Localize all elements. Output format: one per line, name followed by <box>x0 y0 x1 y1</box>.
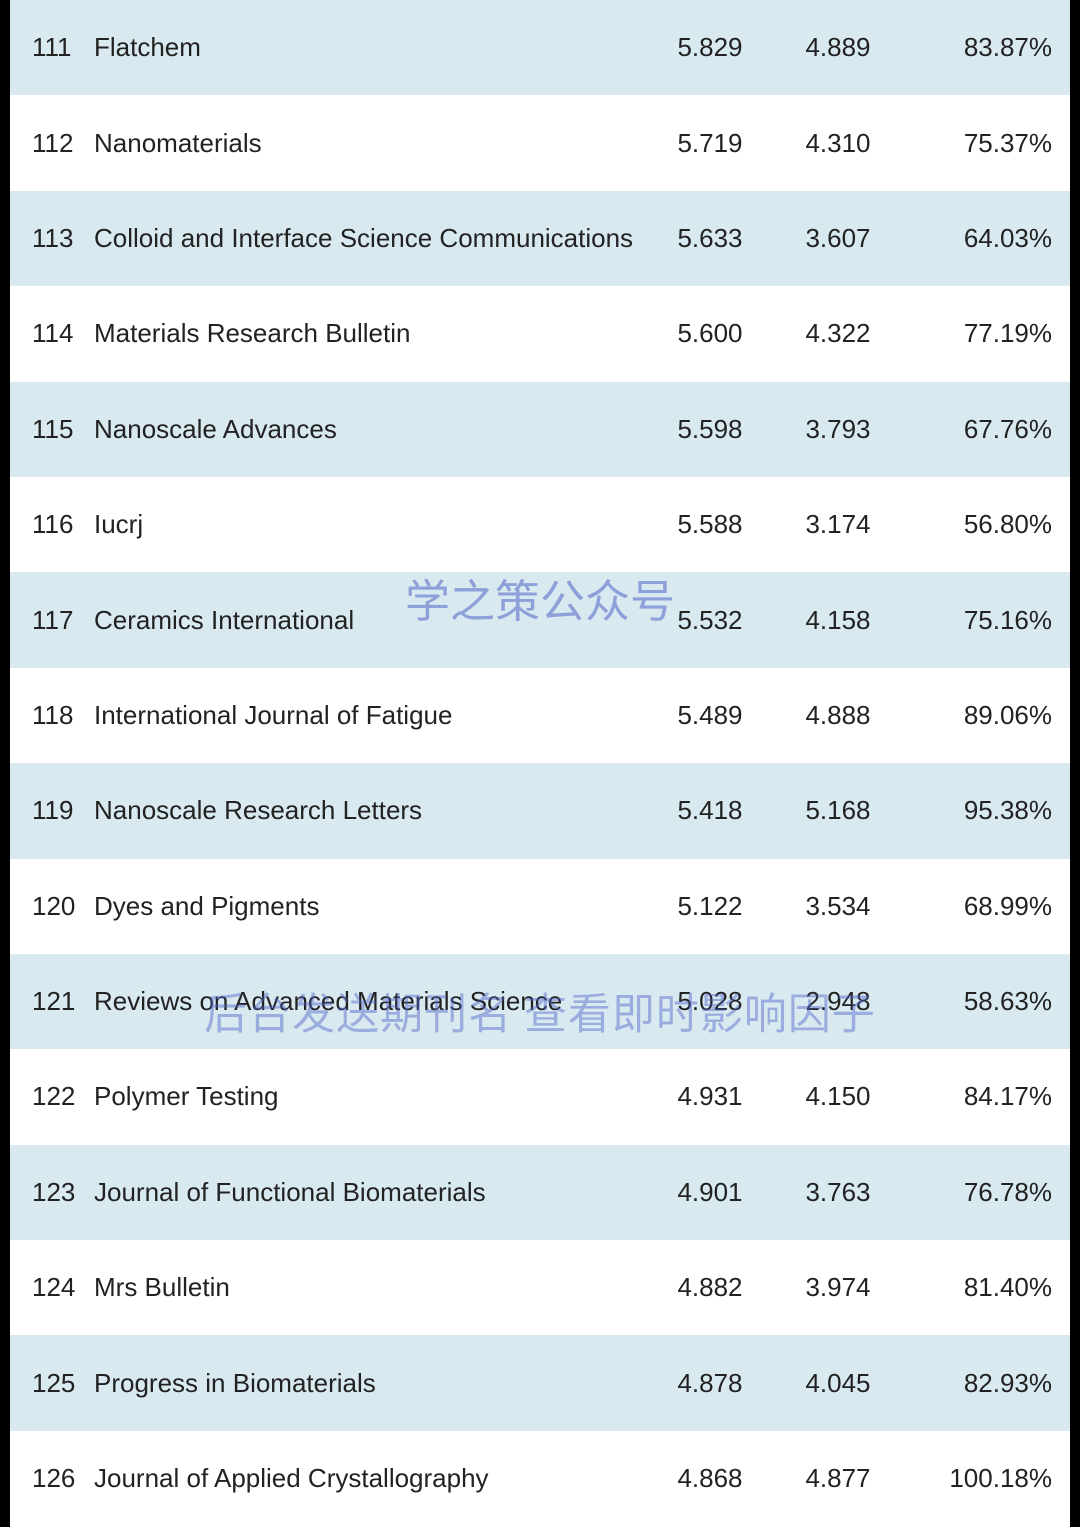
cell-value-1: 4.878 <box>646 1368 774 1399</box>
table-row: 113Colloid and Interface Science Communi… <box>10 191 1070 286</box>
cell-rank: 125 <box>32 1368 94 1399</box>
cell-journal-name: Journal of Applied Crystallography <box>94 1463 646 1494</box>
cell-percentage: 58.63% <box>902 986 1052 1017</box>
table-container: 111Flatchem5.8294.88983.87%112Nanomateri… <box>10 0 1070 1527</box>
cell-percentage: 89.06% <box>902 700 1052 731</box>
table-row: 112Nanomaterials5.7194.31075.37% <box>10 95 1070 190</box>
cell-rank: 124 <box>32 1272 94 1303</box>
cell-journal-name: Dyes and Pigments <box>94 891 646 922</box>
table-row: 124Mrs Bulletin4.8823.97481.40% <box>10 1240 1070 1335</box>
cell-rank: 122 <box>32 1081 94 1112</box>
cell-rank: 121 <box>32 986 94 1017</box>
cell-journal-name: Flatchem <box>94 32 646 63</box>
cell-rank: 126 <box>32 1463 94 1494</box>
cell-percentage: 67.76% <box>902 414 1052 445</box>
cell-value-1: 5.028 <box>646 986 774 1017</box>
cell-percentage: 77.19% <box>902 318 1052 349</box>
cell-percentage: 100.18% <box>902 1463 1052 1494</box>
cell-value-1: 5.122 <box>646 891 774 922</box>
cell-journal-name: Nanomaterials <box>94 128 646 159</box>
table-row: 123Journal of Functional Biomaterials4.9… <box>10 1145 1070 1240</box>
cell-journal-name: Nanoscale Research Letters <box>94 795 646 826</box>
cell-value-1: 4.901 <box>646 1177 774 1208</box>
table-row: 122Polymer Testing4.9314.15084.17% <box>10 1049 1070 1144</box>
cell-value-2: 4.877 <box>774 1463 902 1494</box>
table-row: 111Flatchem5.8294.88983.87% <box>10 0 1070 95</box>
cell-percentage: 95.38% <box>902 795 1052 826</box>
cell-percentage: 75.16% <box>902 605 1052 636</box>
cell-journal-name: Progress in Biomaterials <box>94 1368 646 1399</box>
journal-table: 111Flatchem5.8294.88983.87%112Nanomateri… <box>10 0 1070 1526</box>
cell-value-2: 4.310 <box>774 128 902 159</box>
cell-percentage: 84.17% <box>902 1081 1052 1112</box>
cell-value-2: 4.888 <box>774 700 902 731</box>
cell-value-1: 4.868 <box>646 1463 774 1494</box>
cell-percentage: 68.99% <box>902 891 1052 922</box>
cell-rank: 119 <box>32 795 94 826</box>
cell-value-2: 3.793 <box>774 414 902 445</box>
cell-value-1: 5.633 <box>646 223 774 254</box>
cell-percentage: 82.93% <box>902 1368 1052 1399</box>
table-row: 114Materials Research Bulletin5.6004.322… <box>10 286 1070 381</box>
cell-value-2: 3.974 <box>774 1272 902 1303</box>
cell-rank: 113 <box>32 223 94 254</box>
table-row: 116Iucrj5.5883.17456.80% <box>10 477 1070 572</box>
cell-journal-name: Mrs Bulletin <box>94 1272 646 1303</box>
cell-journal-name: Colloid and Interface Science Communicat… <box>94 223 646 254</box>
cell-value-1: 5.600 <box>646 318 774 349</box>
table-row: 119Nanoscale Research Letters5.4185.1689… <box>10 763 1070 858</box>
cell-rank: 120 <box>32 891 94 922</box>
cell-journal-name: Materials Research Bulletin <box>94 318 646 349</box>
cell-value-2: 3.607 <box>774 223 902 254</box>
table-row: 126Journal of Applied Crystallography4.8… <box>10 1431 1070 1526</box>
cell-journal-name: Reviews on Advanced Materials Science <box>94 986 646 1017</box>
cell-value-2: 4.322 <box>774 318 902 349</box>
cell-value-1: 5.418 <box>646 795 774 826</box>
cell-value-2: 3.534 <box>774 891 902 922</box>
cell-rank: 111 <box>32 32 94 63</box>
cell-journal-name: Ceramics International <box>94 605 646 636</box>
cell-journal-name: Journal of Functional Biomaterials <box>94 1177 646 1208</box>
table-row: 117Ceramics International5.5324.15875.16… <box>10 572 1070 667</box>
cell-value-1: 5.489 <box>646 700 774 731</box>
cell-value-2: 4.889 <box>774 32 902 63</box>
cell-value-2: 3.763 <box>774 1177 902 1208</box>
cell-journal-name: Nanoscale Advances <box>94 414 646 445</box>
cell-rank: 117 <box>32 605 94 636</box>
cell-value-2: 4.150 <box>774 1081 902 1112</box>
cell-percentage: 81.40% <box>902 1272 1052 1303</box>
cell-value-1: 4.931 <box>646 1081 774 1112</box>
table-row: 125Progress in Biomaterials4.8784.04582.… <box>10 1335 1070 1430</box>
cell-percentage: 64.03% <box>902 223 1052 254</box>
cell-percentage: 75.37% <box>902 128 1052 159</box>
cell-journal-name: International Journal of Fatigue <box>94 700 646 731</box>
table-row: 120Dyes and Pigments5.1223.53468.99% <box>10 859 1070 954</box>
cell-rank: 112 <box>32 128 94 159</box>
cell-percentage: 76.78% <box>902 1177 1052 1208</box>
cell-rank: 116 <box>32 509 94 540</box>
cell-journal-name: Polymer Testing <box>94 1081 646 1112</box>
cell-value-1: 4.882 <box>646 1272 774 1303</box>
table-row: 121Reviews on Advanced Materials Science… <box>10 954 1070 1049</box>
cell-value-1: 5.719 <box>646 128 774 159</box>
cell-value-2: 4.158 <box>774 605 902 636</box>
table-row: 115Nanoscale Advances5.5983.79367.76% <box>10 382 1070 477</box>
cell-rank: 115 <box>32 414 94 445</box>
cell-journal-name: Iucrj <box>94 509 646 540</box>
cell-value-2: 3.174 <box>774 509 902 540</box>
cell-value-2: 4.045 <box>774 1368 902 1399</box>
cell-value-2: 2.948 <box>774 986 902 1017</box>
cell-percentage: 83.87% <box>902 32 1052 63</box>
cell-rank: 114 <box>32 318 94 349</box>
table-row: 118International Journal of Fatigue5.489… <box>10 668 1070 763</box>
cell-rank: 123 <box>32 1177 94 1208</box>
cell-rank: 118 <box>32 700 94 731</box>
cell-value-1: 5.532 <box>646 605 774 636</box>
cell-value-1: 5.598 <box>646 414 774 445</box>
cell-value-1: 5.588 <box>646 509 774 540</box>
cell-value-1: 5.829 <box>646 32 774 63</box>
cell-value-2: 5.168 <box>774 795 902 826</box>
cell-percentage: 56.80% <box>902 509 1052 540</box>
